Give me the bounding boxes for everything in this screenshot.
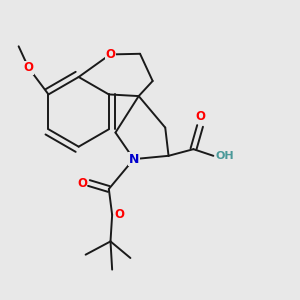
Text: O: O: [77, 176, 87, 190]
Text: OH: OH: [215, 151, 234, 161]
Text: O: O: [24, 61, 34, 74]
Text: N: N: [128, 153, 139, 166]
Text: O: O: [115, 208, 125, 221]
Text: O: O: [105, 48, 115, 61]
Text: O: O: [195, 110, 205, 123]
